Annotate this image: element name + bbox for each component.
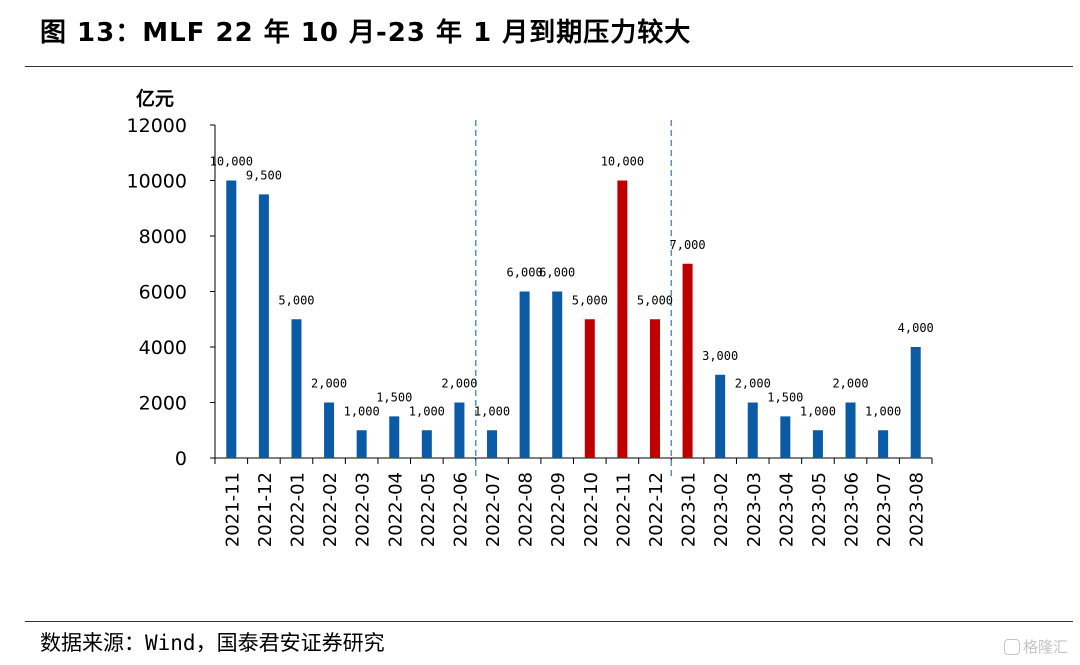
- watermark-logo-icon: [1003, 639, 1020, 655]
- y-tick-label: 2000: [139, 393, 187, 415]
- footer-divider: [25, 621, 1073, 622]
- y-axis-unit-label: 亿元: [136, 87, 174, 110]
- bar-2023-06: [845, 402, 856, 458]
- x-tick-label-2022-06: 2022-06: [450, 472, 471, 547]
- y-tick-label: 12000: [127, 115, 187, 137]
- data-label-2023-07: 1,000: [865, 404, 901, 418]
- bar-2023-04: [780, 416, 791, 458]
- bar-2022-09: [552, 291, 563, 458]
- data-label-2022-03: 1,000: [344, 404, 380, 418]
- data-label-2022-10: 5,000: [572, 293, 608, 307]
- x-tick-label-2022-11: 2022-11: [613, 472, 634, 547]
- y-tick-label: 10000: [127, 171, 187, 193]
- bar-2022-03: [356, 430, 367, 458]
- y-tick-label: 6000: [139, 282, 187, 304]
- bar-2022-05: [421, 430, 432, 458]
- data-label-2023-08: 4,000: [898, 321, 934, 335]
- x-tick-label-2023-06: 2023-06: [842, 472, 863, 547]
- data-label-2022-12: 5,000: [637, 293, 673, 307]
- bar-2022-08: [519, 291, 530, 458]
- bar-2023-02: [715, 374, 726, 458]
- x-tick-label-2022-01: 2022-01: [287, 472, 308, 547]
- bar-2022-06: [454, 402, 465, 458]
- x-tick-label-2023-02: 2023-02: [711, 472, 732, 547]
- data-label-2023-02: 3,000: [702, 349, 738, 363]
- x-tick-label-2023-07: 2023-07: [874, 472, 895, 547]
- data-label-2022-07: 1,000: [474, 404, 510, 418]
- source-note: 数据来源：Wind，国泰君安证券研究: [40, 631, 385, 655]
- bar-2023-03: [747, 402, 758, 458]
- x-tick-label-2022-12: 2022-12: [646, 472, 667, 547]
- data-label-2023-05: 1,000: [800, 404, 836, 418]
- x-tick-label-2022-08: 2022-08: [516, 472, 537, 547]
- data-label-2022-01: 5,000: [278, 293, 314, 307]
- x-tick-label-2022-10: 2022-10: [581, 472, 602, 547]
- y-tick-label: 4000: [139, 337, 187, 359]
- x-tick-label-2022-09: 2022-09: [548, 472, 569, 547]
- data-label-2021-12: 9,500: [246, 168, 282, 182]
- x-tick-label-2023-01: 2023-01: [679, 472, 700, 547]
- data-label-2022-09: 6,000: [539, 266, 575, 280]
- x-tick-label-2023-05: 2023-05: [809, 472, 830, 547]
- title-divider: [25, 66, 1073, 67]
- data-label-2022-08: 6,000: [507, 266, 543, 280]
- data-label-2022-06: 2,000: [441, 377, 477, 391]
- bar-2023-01: [682, 263, 693, 458]
- x-tick-label-2023-08: 2023-08: [907, 472, 928, 547]
- data-label-2023-03: 2,000: [735, 377, 771, 391]
- x-tick-label-2023-03: 2023-03: [744, 472, 765, 547]
- data-label-2022-05: 1,000: [409, 404, 445, 418]
- x-tick-label-2022-05: 2022-05: [418, 472, 439, 547]
- data-label-2022-11: 10,000: [601, 155, 644, 169]
- bar-2022-07: [487, 430, 498, 458]
- data-label-2021-11: 10,000: [210, 155, 253, 169]
- bar-chart: 亿元 0 2000 4000 6000 8000 10000 12000 10,000 2021-…: [127, 87, 934, 547]
- bar-2023-05: [812, 430, 823, 458]
- bar-2021-12: [258, 194, 269, 458]
- bar-2022-02: [324, 402, 335, 458]
- data-label-2022-02: 2,000: [311, 377, 347, 391]
- bar-2023-08: [910, 347, 921, 458]
- bar-2022-11: [617, 180, 628, 458]
- data-label-2022-04: 1,500: [376, 390, 412, 404]
- x-tick-label-2021-12: 2021-12: [255, 472, 276, 547]
- x-tick-label-2022-07: 2022-07: [483, 472, 504, 547]
- x-tick-label-2021-11: 2021-11: [222, 472, 243, 547]
- bar-2022-01: [291, 319, 302, 458]
- bar-2021-11: [226, 180, 237, 458]
- x-tick-label-2023-04: 2023-04: [776, 472, 797, 547]
- bar-2022-10: [584, 319, 595, 458]
- data-label-2023-04: 1,500: [767, 390, 803, 404]
- watermark: 格隆汇: [1003, 636, 1068, 657]
- y-tick-label: 0: [175, 448, 187, 470]
- x-tick-label-2022-04: 2022-04: [385, 472, 406, 547]
- bar-2023-07: [878, 430, 889, 458]
- data-label-2023-01: 7,000: [670, 238, 706, 252]
- bar-2022-04: [389, 416, 400, 458]
- data-label-2023-06: 2,000: [832, 377, 868, 391]
- x-tick-label-2022-03: 2022-03: [353, 472, 374, 547]
- watermark-text: 格隆汇: [1022, 638, 1068, 656]
- page-title: 图 13：MLF 22 年 10 月-23 年 1 月到期压力较大: [40, 18, 692, 48]
- bar-2022-12: [649, 319, 660, 458]
- y-tick-label: 8000: [139, 226, 187, 248]
- x-tick-label-2022-02: 2022-02: [320, 472, 341, 547]
